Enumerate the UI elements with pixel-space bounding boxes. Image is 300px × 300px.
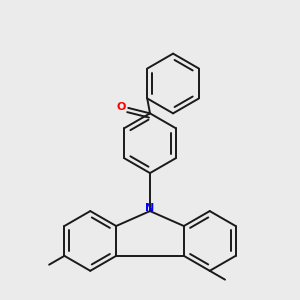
Text: O: O	[116, 102, 125, 112]
Text: N: N	[146, 203, 154, 213]
